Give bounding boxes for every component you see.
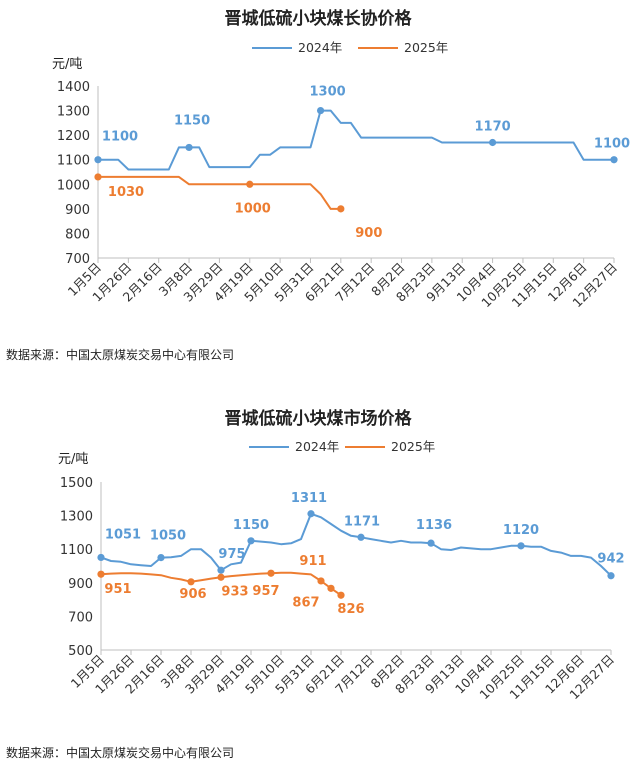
y-tick-label: 1400 <box>57 80 90 95</box>
y-tick-label: 1200 <box>57 129 90 144</box>
y-tick-label: 1300 <box>60 510 93 525</box>
y-axis-unit: 元/吨 <box>52 57 82 72</box>
data-point <box>337 205 345 213</box>
data-point <box>307 510 315 518</box>
data-point <box>247 537 255 545</box>
legend: 2024年 2025年 <box>249 439 435 454</box>
data-point <box>427 539 435 547</box>
data-point <box>488 138 497 147</box>
legend-label-1: 2025年 <box>404 40 448 55</box>
data-label: 1030 <box>108 185 144 200</box>
data-label: 1300 <box>309 85 345 100</box>
series-line-2025 <box>98 175 341 210</box>
y-tick-label: 500 <box>68 644 93 659</box>
data-label: 1311 <box>291 491 327 506</box>
data-label: 826 <box>337 602 364 617</box>
data-label: 1170 <box>474 120 510 135</box>
y-tick-label: 800 <box>65 227 90 242</box>
data-point <box>94 173 102 181</box>
data-point <box>610 156 618 164</box>
data-label: 1150 <box>174 113 210 128</box>
data-point <box>517 542 525 550</box>
series-line-2024 <box>98 109 614 171</box>
data-point <box>357 533 365 541</box>
data-label: 942 <box>597 552 624 567</box>
data-label: 957 <box>252 584 279 599</box>
legend: 2024年 2025年 <box>252 40 448 55</box>
chart1-source: 数据来源：中国太原煤炭交易中心有限公司 <box>6 348 235 362</box>
chart-title: 晋城低硫小块煤市场价格 <box>225 408 413 429</box>
data-label: 1000 <box>235 201 271 216</box>
data-point <box>157 554 165 562</box>
chart2-source: 数据来源：中国太原煤炭交易中心有限公司 <box>6 746 235 760</box>
data-point <box>317 577 325 585</box>
y-tick-label: 1100 <box>57 154 90 169</box>
data-label: 1136 <box>416 518 452 533</box>
data-label: 1051 <box>105 527 141 542</box>
data-label: 1100 <box>102 130 138 145</box>
legend-label-0: 2024年 <box>295 439 339 454</box>
y-tick-label: 1000 <box>57 178 90 193</box>
data-point <box>97 570 105 578</box>
data-point <box>94 156 102 164</box>
y-tick-label: 1500 <box>60 476 93 491</box>
data-point <box>327 584 335 592</box>
y-axis-unit: 元/吨 <box>58 452 88 467</box>
data-point <box>267 569 275 577</box>
data-point <box>337 591 345 599</box>
data-label: 933 <box>221 584 248 599</box>
series-line-2024 <box>100 512 612 577</box>
data-label: 867 <box>292 595 319 610</box>
data-point <box>97 553 105 562</box>
data-point <box>187 578 195 586</box>
y-tick-label: 900 <box>68 577 93 592</box>
data-label: 975 <box>218 547 245 562</box>
y-tick-label: 700 <box>65 252 90 267</box>
y-tick-label: 900 <box>65 203 90 218</box>
data-label: 1150 <box>233 518 269 533</box>
data-label: 906 <box>179 587 206 602</box>
y-tick-label: 1300 <box>57 105 90 120</box>
data-label: 911 <box>299 554 326 569</box>
y-tick-label: 1100 <box>60 543 93 558</box>
legend-label-0: 2024年 <box>298 40 342 55</box>
data-point <box>217 566 225 574</box>
data-point <box>217 573 225 581</box>
y-tick-label: 700 <box>68 610 93 625</box>
data-point <box>185 143 193 152</box>
data-point <box>316 106 325 115</box>
data-label: 1050 <box>150 529 186 544</box>
data-label: 1100 <box>594 137 630 152</box>
data-label: 900 <box>355 226 382 241</box>
data-label: 1120 <box>503 523 539 538</box>
data-point <box>246 180 254 188</box>
legend-label-1: 2025年 <box>391 439 435 454</box>
data-point <box>607 572 615 580</box>
chart-title: 晋城低硫小块煤长协价格 <box>225 8 413 29</box>
data-label: 951 <box>104 582 131 597</box>
data-label: 1171 <box>344 514 380 529</box>
